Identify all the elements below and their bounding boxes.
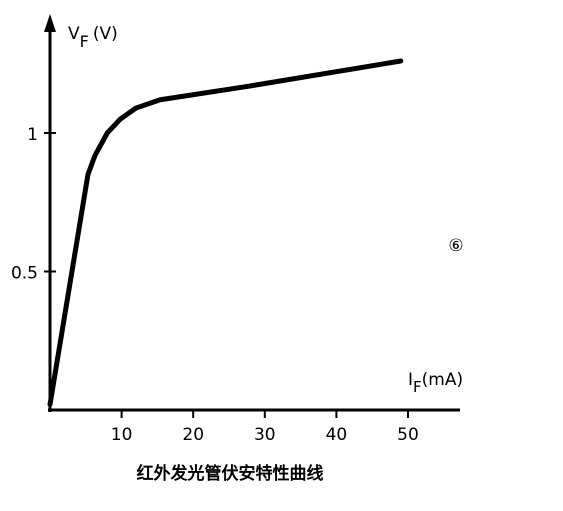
y-axis-label: VF (V) [68, 24, 118, 51]
data-line [47, 58, 404, 407]
x-axis-label: IF(mA) [408, 370, 463, 396]
y-tick-label: 0.5 [11, 264, 38, 284]
x-tick-label: 30 [254, 425, 276, 445]
y-axis-arrow [44, 14, 56, 32]
x-tick-label: 40 [326, 425, 348, 445]
chart-title: 红外发光管伏安特性曲线 [137, 463, 324, 484]
y-tick-label: 1 [27, 125, 38, 145]
annotation: ⑥ [448, 236, 463, 256]
x-tick-label: 10 [111, 425, 133, 445]
x-tick-label: 50 [397, 425, 419, 445]
x-tick-label: 20 [182, 425, 204, 445]
